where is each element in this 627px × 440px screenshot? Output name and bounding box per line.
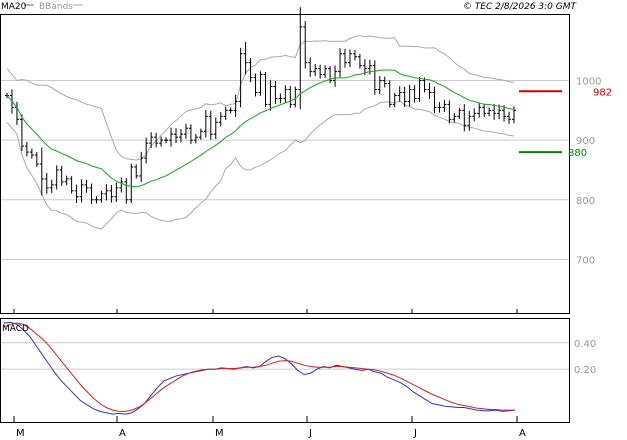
price-panel-frame xyxy=(0,14,570,314)
price-y-tick-label: 1000 xyxy=(576,77,601,88)
signal-line xyxy=(3,322,515,412)
x-tick-label: A xyxy=(119,428,126,439)
x-tick-label: A xyxy=(519,428,526,439)
x-tick-label: J xyxy=(413,428,417,439)
macd-lines xyxy=(3,321,516,415)
bbands-legend-label: BBands xyxy=(39,2,73,12)
copyright-text: © TEC 2/8/2026 3:0 GMT xyxy=(463,2,578,12)
bollinger-bands xyxy=(6,35,515,230)
price-levels: 982 880 xyxy=(519,87,612,159)
x-tick-label: M xyxy=(16,428,25,439)
price-y-tick-label: 900 xyxy=(576,136,595,147)
x-tick-label: J xyxy=(308,428,312,439)
bband-upper-line xyxy=(6,35,515,161)
price-y-tick-label: 800 xyxy=(576,196,595,207)
macd-title: MACD xyxy=(2,324,29,334)
support-level-label: 880 xyxy=(568,148,587,159)
ma20-line-group xyxy=(6,69,515,188)
macd-panel-frame xyxy=(0,318,570,423)
bband-lower-line xyxy=(6,100,515,230)
macd-y-tick-label: 0.40 xyxy=(574,339,596,350)
macd-gridlines: 0.40 0.20 xyxy=(1,339,596,376)
price-y-tick-label: 700 xyxy=(576,255,595,266)
ma20-legend-label: MA20 xyxy=(1,2,27,12)
price-bars xyxy=(5,7,516,205)
macd-y-tick-label: 0.20 xyxy=(574,365,596,376)
price-gridlines: 1000 900 800 700 xyxy=(1,77,601,266)
resistance-level-label: 982 xyxy=(593,87,612,98)
x-tick-label: M xyxy=(215,428,224,439)
ma20-line xyxy=(6,69,515,188)
